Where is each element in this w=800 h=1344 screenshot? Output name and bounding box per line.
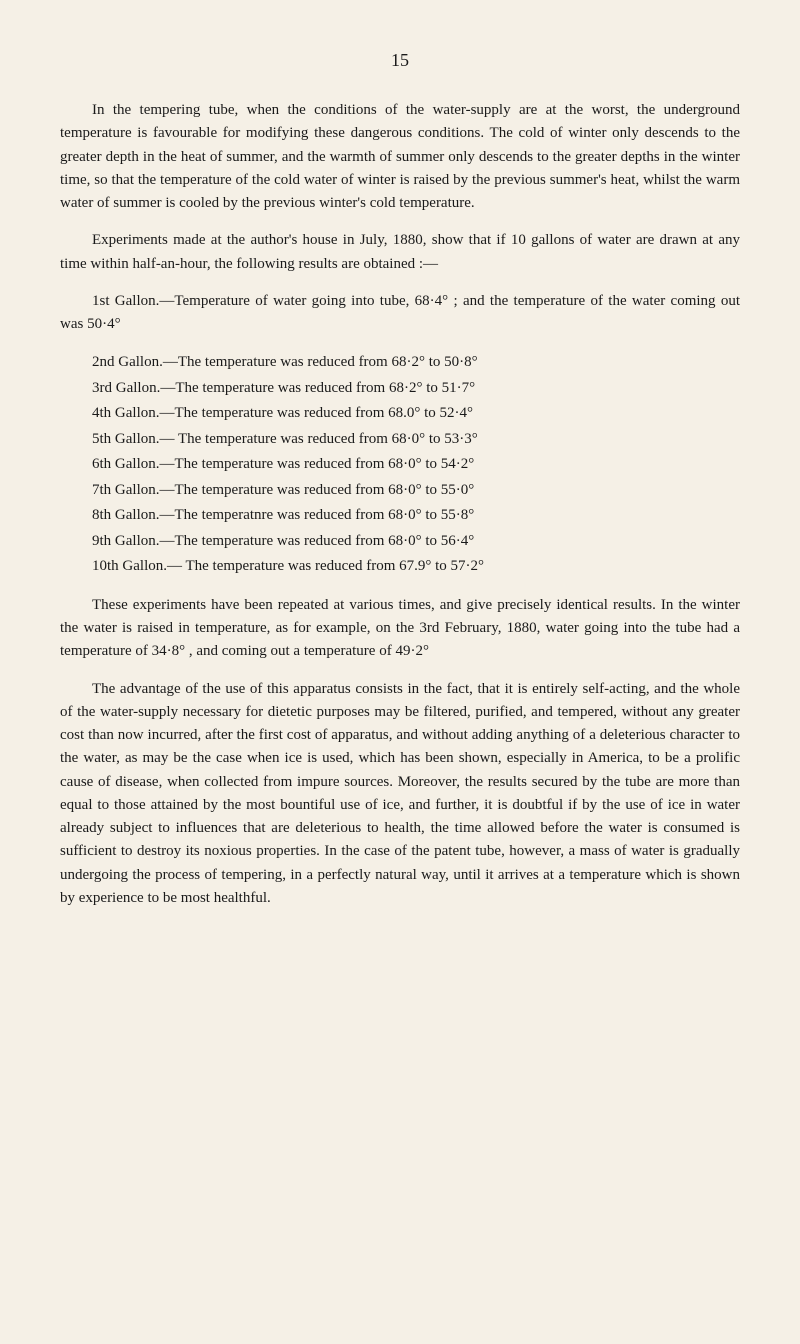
- page-number: 15: [60, 50, 740, 71]
- paragraph-5: The advantage of the use of this apparat…: [60, 678, 740, 911]
- paragraph-2: Experiments made at the author's house i…: [60, 229, 740, 276]
- gallon-list: 2nd Gallon.—The temperature was reduced …: [92, 350, 740, 580]
- gallon-item: 3rd Gallon.—The temperature was reduced …: [92, 376, 740, 402]
- paragraph-4: These experiments have been repeated at …: [60, 594, 740, 664]
- gallon-item: 5th Gallon.— The temperature was reduced…: [92, 427, 740, 453]
- gallon-item: 7th Gallon.—The temperature was reduced …: [92, 478, 740, 504]
- gallon-item: 6th Gallon.—The temperature was reduced …: [92, 452, 740, 478]
- gallon-item: 4th Gallon.—The temperature was reduced …: [92, 401, 740, 427]
- paragraph-1: In the tempering tube, when the conditio…: [60, 99, 740, 215]
- gallon-item: 8th Gallon.—The temperatnre was reduced …: [92, 503, 740, 529]
- paragraph-3: 1st Gallon.—Temperature of water going i…: [60, 290, 740, 337]
- gallon-item: 9th Gallon.—The temperature was reduced …: [92, 529, 740, 555]
- gallon-item: 2nd Gallon.—The temperature was reduced …: [92, 350, 740, 376]
- gallon-item: 10th Gallon.— The temperature was reduce…: [92, 554, 740, 580]
